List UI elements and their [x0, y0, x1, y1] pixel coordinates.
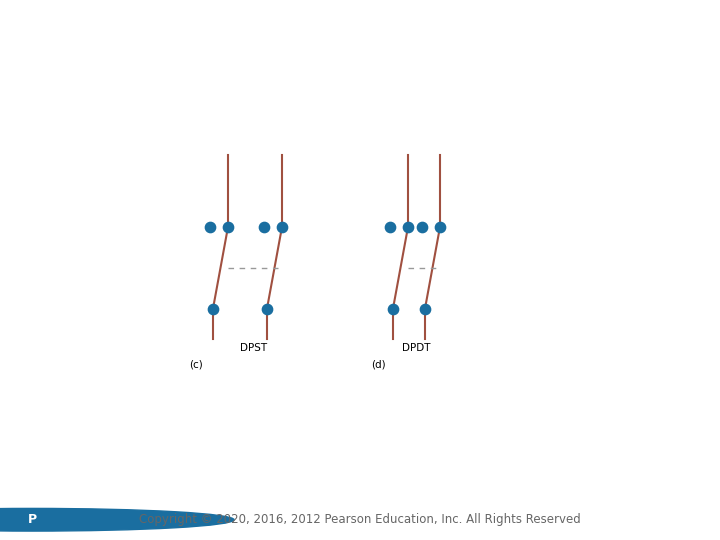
- Point: [261, 304, 273, 313]
- Point: [204, 222, 216, 231]
- Text: (d): (d): [371, 360, 385, 370]
- Text: (c): (c): [189, 360, 203, 370]
- Point: [416, 222, 428, 231]
- Point: [387, 304, 399, 313]
- Text: P: P: [28, 513, 37, 526]
- Text: Figure 45.22(c) A double-pole, single-throw (DPST) switch has two
positions (off: Figure 45.22(c) A double-pole, single-th…: [13, 4, 585, 80]
- Point: [402, 222, 414, 231]
- Point: [276, 222, 288, 231]
- Point: [207, 304, 219, 313]
- Text: DPDT: DPDT: [402, 343, 431, 353]
- Point: [384, 222, 396, 231]
- Point: [419, 304, 431, 313]
- Point: [258, 222, 270, 231]
- Point: [434, 222, 446, 231]
- Text: Pearson: Pearson: [49, 515, 94, 525]
- Point: [222, 222, 234, 231]
- Text: Copyright © 2020, 2016, 2012 Pearson Education, Inc. All Rights Reserved: Copyright © 2020, 2016, 2012 Pearson Edu…: [139, 513, 581, 526]
- Circle shape: [0, 509, 234, 531]
- Text: DPST: DPST: [240, 343, 268, 353]
